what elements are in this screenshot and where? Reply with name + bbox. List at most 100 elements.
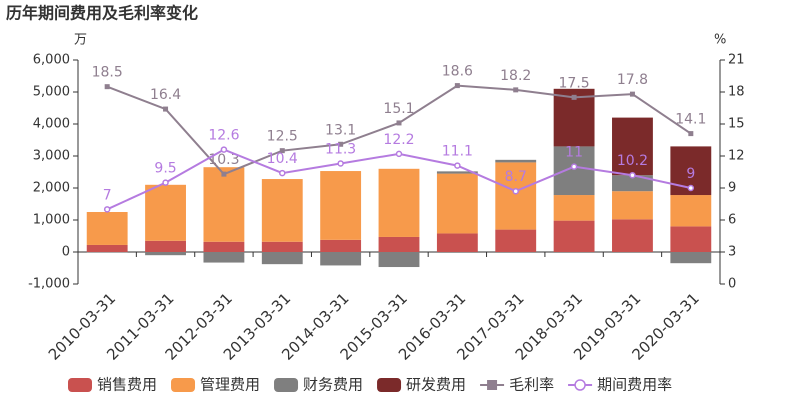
data-label: 12.5 [267, 129, 298, 145]
bar-segment [261, 241, 303, 252]
line-point [454, 162, 461, 169]
y2-tick-label: 12 [728, 149, 745, 164]
line-point [103, 206, 111, 213]
line-point [338, 141, 344, 147]
bar-segment [670, 252, 712, 264]
legend-label: 毛利率 [509, 376, 554, 394]
y2-tick-label: 15 [728, 117, 745, 132]
data-label: 11.3 [325, 141, 356, 157]
data-label: 18.6 [442, 64, 473, 80]
bar-segment [495, 159, 537, 163]
legend-label: 期间费用率 [597, 376, 672, 394]
y2-tick-label: 3 [728, 245, 736, 260]
legend-item[interactable]: 管理费用 [171, 376, 260, 394]
data-label: 8.7 [505, 169, 527, 185]
legend-item[interactable]: 财务费用 [274, 376, 363, 394]
legend-swatch [574, 379, 586, 391]
line-point [337, 160, 344, 167]
y-tick-label: -1,000 [28, 277, 70, 292]
data-label: 18.2 [500, 68, 531, 84]
bar-segment [145, 252, 186, 256]
y-tick-label: 2,000 [33, 181, 70, 196]
bar-segment [145, 184, 186, 241]
bar-segment [553, 220, 595, 252]
legend-item[interactable]: 研发费用 [377, 376, 466, 394]
line-point [570, 163, 578, 170]
data-label: 17.5 [559, 75, 590, 91]
data-label: 13.1 [325, 122, 356, 138]
data-label: 16.4 [150, 87, 181, 103]
line-point [396, 120, 402, 126]
data-label: 11 [565, 145, 583, 161]
data-label: 11.1 [442, 144, 473, 160]
data-label: 12.6 [208, 128, 239, 144]
y2-tick-label: 9 [728, 181, 736, 196]
bar-segment [612, 175, 653, 192]
y-tick-label: 4,000 [33, 117, 70, 132]
line-series [106, 84, 692, 176]
data-label: 14.1 [675, 112, 706, 128]
line-point [629, 91, 635, 97]
legend-label: 管理费用 [200, 376, 260, 394]
bar-segment [378, 236, 420, 252]
data-label: 9.5 [154, 161, 176, 177]
y2-tick-label: 18 [728, 85, 745, 100]
line-point [512, 187, 519, 195]
bar-segment [436, 233, 478, 252]
line-point [688, 131, 694, 137]
legend-swatch [274, 378, 299, 392]
line-point [279, 169, 286, 177]
bar-segment [553, 146, 595, 196]
line-point [454, 83, 460, 89]
line-point [513, 87, 519, 93]
legend-item[interactable]: 销售费用 [68, 376, 157, 394]
y2-tick-label: 6 [728, 213, 736, 228]
line-point [279, 148, 285, 154]
legend-swatch [377, 378, 402, 392]
bar-segment [436, 173, 478, 234]
line-point [687, 184, 695, 192]
data-label: 10.4 [267, 151, 298, 167]
data-label: 9 [686, 166, 695, 182]
y-tick-label: 6,000 [33, 53, 70, 68]
legend-label: 财务费用 [303, 376, 363, 394]
y2-tick-label: 21 [728, 53, 745, 68]
bar-segment [378, 168, 420, 237]
bar-segment [86, 212, 128, 245]
data-label: 10.2 [617, 153, 648, 169]
bar-segment [436, 171, 478, 174]
line-point [571, 94, 577, 100]
y-tick-label: 1,000 [33, 213, 70, 228]
line-point [220, 146, 228, 153]
bar-segment [612, 191, 653, 220]
data-label: 15.1 [383, 101, 414, 117]
bar-segment [203, 252, 245, 263]
bar-segment [320, 171, 362, 240]
bar-segment [670, 195, 712, 227]
chart-title: 历年期间费用及毛利率变化 [6, 4, 198, 23]
line-point [163, 106, 169, 112]
bar-segment [261, 179, 303, 242]
data-label: 12.2 [383, 132, 414, 148]
line-point [629, 171, 636, 179]
legend-label: 销售费用 [97, 376, 157, 394]
bar-segment [495, 162, 537, 230]
line-point [104, 84, 110, 90]
legend-item[interactable]: 毛利率 [480, 376, 554, 394]
legend-item[interactable]: 期间费用率 [568, 376, 672, 394]
bar-segment [378, 252, 420, 268]
y-tick-label: 5,000 [33, 85, 70, 100]
y2-axis-label: % [714, 33, 726, 48]
data-label: 7 [103, 187, 112, 203]
bar-segment [670, 226, 712, 252]
bar-segment [495, 229, 537, 252]
legend-label: 研发费用 [406, 376, 466, 394]
bar-segment [320, 239, 362, 252]
y-tick-label: 3,000 [33, 149, 70, 164]
bar-segment [553, 195, 595, 221]
bar-segment [261, 252, 303, 265]
legend-swatch [487, 380, 498, 390]
bar-segment [86, 244, 128, 252]
line-point [395, 150, 403, 158]
